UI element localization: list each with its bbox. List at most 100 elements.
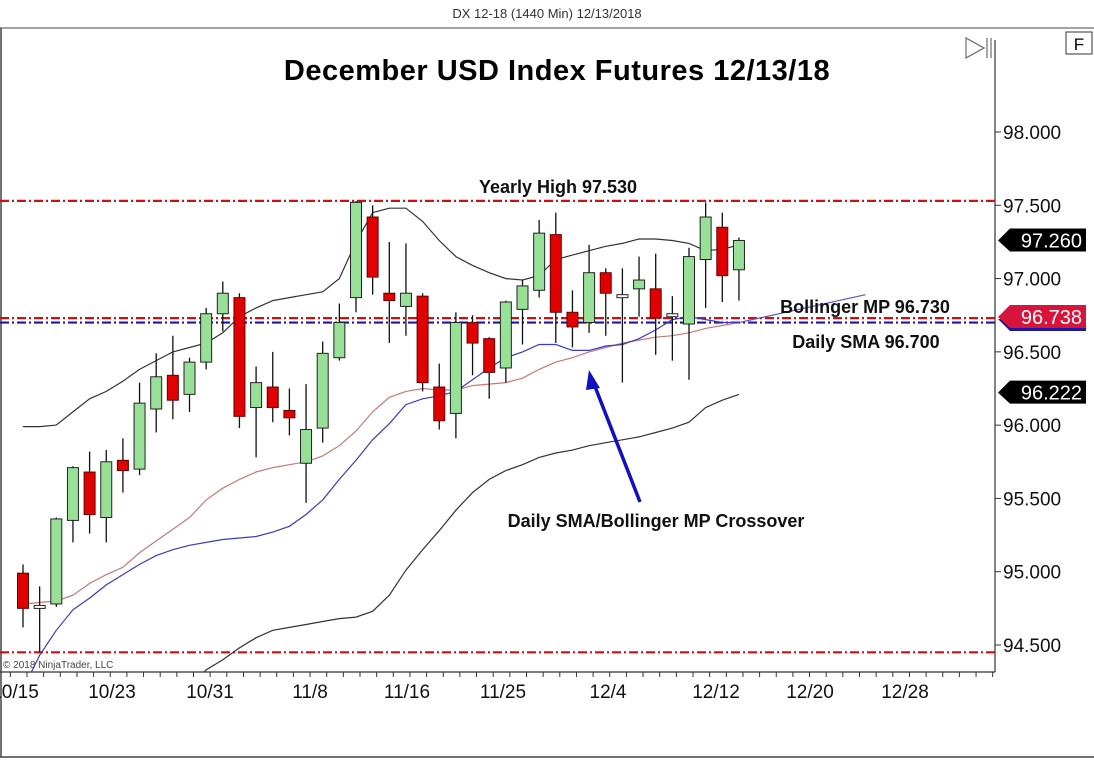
x-tick-label: 12/20: [786, 682, 834, 703]
candle-body: [133, 402, 146, 470]
candle[interactable]: [366, 205, 379, 295]
candle[interactable]: [732, 237, 745, 301]
candle[interactable]: [499, 300, 512, 383]
candle[interactable]: [350, 200, 362, 313]
candle-body: [350, 201, 362, 299]
chart-window-header: DX 12-18 (1440 Min) 12/13/2018: [452, 6, 642, 21]
indicator-line: [23, 207, 740, 428]
candle-body: [216, 292, 229, 315]
candle-body: [150, 376, 163, 410]
candle[interactable]: [483, 337, 496, 399]
price-tag-bg: [998, 304, 1086, 328]
candle[interactable]: [33, 586, 46, 653]
candle-body: [416, 295, 429, 384]
price-tag: 96.222: [998, 380, 1086, 405]
candle[interactable]: [266, 351, 279, 423]
candle[interactable]: [433, 363, 446, 430]
price-tag-text: 96.222: [1021, 383, 1082, 405]
y-tick-label: 97.000: [1003, 270, 1061, 291]
candle[interactable]: [166, 335, 179, 420]
candle[interactable]: [17, 564, 29, 628]
price-tag-bg: [998, 228, 1086, 252]
candle-body: [533, 232, 546, 291]
candle[interactable]: [599, 268, 612, 336]
candle[interactable]: [133, 382, 146, 475]
price-tag: 97.260: [998, 228, 1086, 252]
y-tick-label: 94.500: [1003, 636, 1061, 657]
yearly-high-label: Yearly High 97.530: [479, 177, 637, 197]
candle[interactable]: [83, 451, 96, 534]
x-tick-label: 10/23: [88, 682, 136, 703]
candle[interactable]: [116, 438, 129, 493]
candle-body: [17, 572, 29, 609]
x-tick-label: 10/31: [186, 682, 234, 703]
candle-body: [499, 301, 512, 369]
candle-body: [200, 313, 213, 363]
price-tag: 96.738: [998, 304, 1086, 331]
y-tick-label: 96.000: [1003, 416, 1061, 437]
candle[interactable]: [533, 219, 546, 298]
price-tag-bg: [998, 380, 1086, 404]
f-button[interactable]: F: [1065, 31, 1093, 55]
candle[interactable]: [516, 280, 529, 345]
candle[interactable]: [666, 296, 679, 361]
x-tick-label: 12/28: [881, 682, 929, 703]
candle[interactable]: [300, 384, 313, 503]
candle[interactable]: [699, 202, 712, 308]
copyright: © 2018 NinjaTrader, LLC: [3, 660, 113, 671]
candle[interactable]: [200, 307, 213, 370]
candle-body: [116, 459, 129, 472]
candle-body: [683, 256, 695, 325]
candle[interactable]: [649, 253, 662, 355]
candle[interactable]: [150, 353, 163, 433]
candle-body: [399, 292, 412, 307]
candle[interactable]: [466, 315, 479, 376]
x-tick-label: 11/16: [384, 682, 430, 703]
candle-body: [633, 279, 646, 290]
candle-body: [616, 294, 629, 299]
candle-body: [333, 322, 346, 359]
candle-body: [250, 382, 263, 409]
candle-body: [166, 374, 179, 401]
candle[interactable]: [66, 466, 79, 543]
candle[interactable]: [716, 212, 729, 303]
candle-body: [233, 297, 246, 417]
price-tag-text: 96.738: [1021, 307, 1082, 329]
candle-body: [316, 352, 329, 429]
candle-body: [283, 409, 296, 419]
indicator-extension-line: [738, 294, 866, 324]
bollinger-mp-label: Bollinger MP 96.730: [780, 297, 950, 317]
candle[interactable]: [449, 312, 462, 439]
candle[interactable]: [616, 268, 629, 383]
candle[interactable]: [250, 366, 263, 458]
candle[interactable]: [283, 388, 296, 436]
candle-body: [300, 429, 313, 464]
price-tag-text: 97.260: [1021, 230, 1082, 252]
candle[interactable]: [50, 517, 63, 607]
candle[interactable]: [549, 212, 562, 344]
candle[interactable]: [216, 281, 229, 332]
candle[interactable]: [683, 247, 695, 380]
candle-body: [666, 313, 679, 318]
candle[interactable]: [383, 241, 396, 344]
candle[interactable]: [583, 244, 596, 333]
candle[interactable]: [566, 290, 579, 348]
f-button-label: F: [1074, 35, 1084, 54]
candle[interactable]: [399, 243, 412, 336]
chart-title: December USD Index Futures 12/13/18: [284, 55, 830, 87]
candle[interactable]: [316, 341, 329, 443]
candle[interactable]: [333, 303, 346, 361]
candle-body: [483, 338, 496, 373]
candle-body: [549, 234, 562, 313]
candle[interactable]: [183, 357, 196, 412]
candle[interactable]: [233, 293, 246, 429]
play-to-end-icon: [965, 36, 992, 60]
candle[interactable]: [633, 256, 646, 317]
scroll-to-end-button[interactable]: [965, 36, 992, 60]
candle[interactable]: [416, 293, 429, 392]
candle-body: [383, 292, 396, 302]
candle-body: [516, 285, 529, 310]
candle[interactable]: [100, 450, 113, 543]
candle-body: [83, 471, 96, 516]
